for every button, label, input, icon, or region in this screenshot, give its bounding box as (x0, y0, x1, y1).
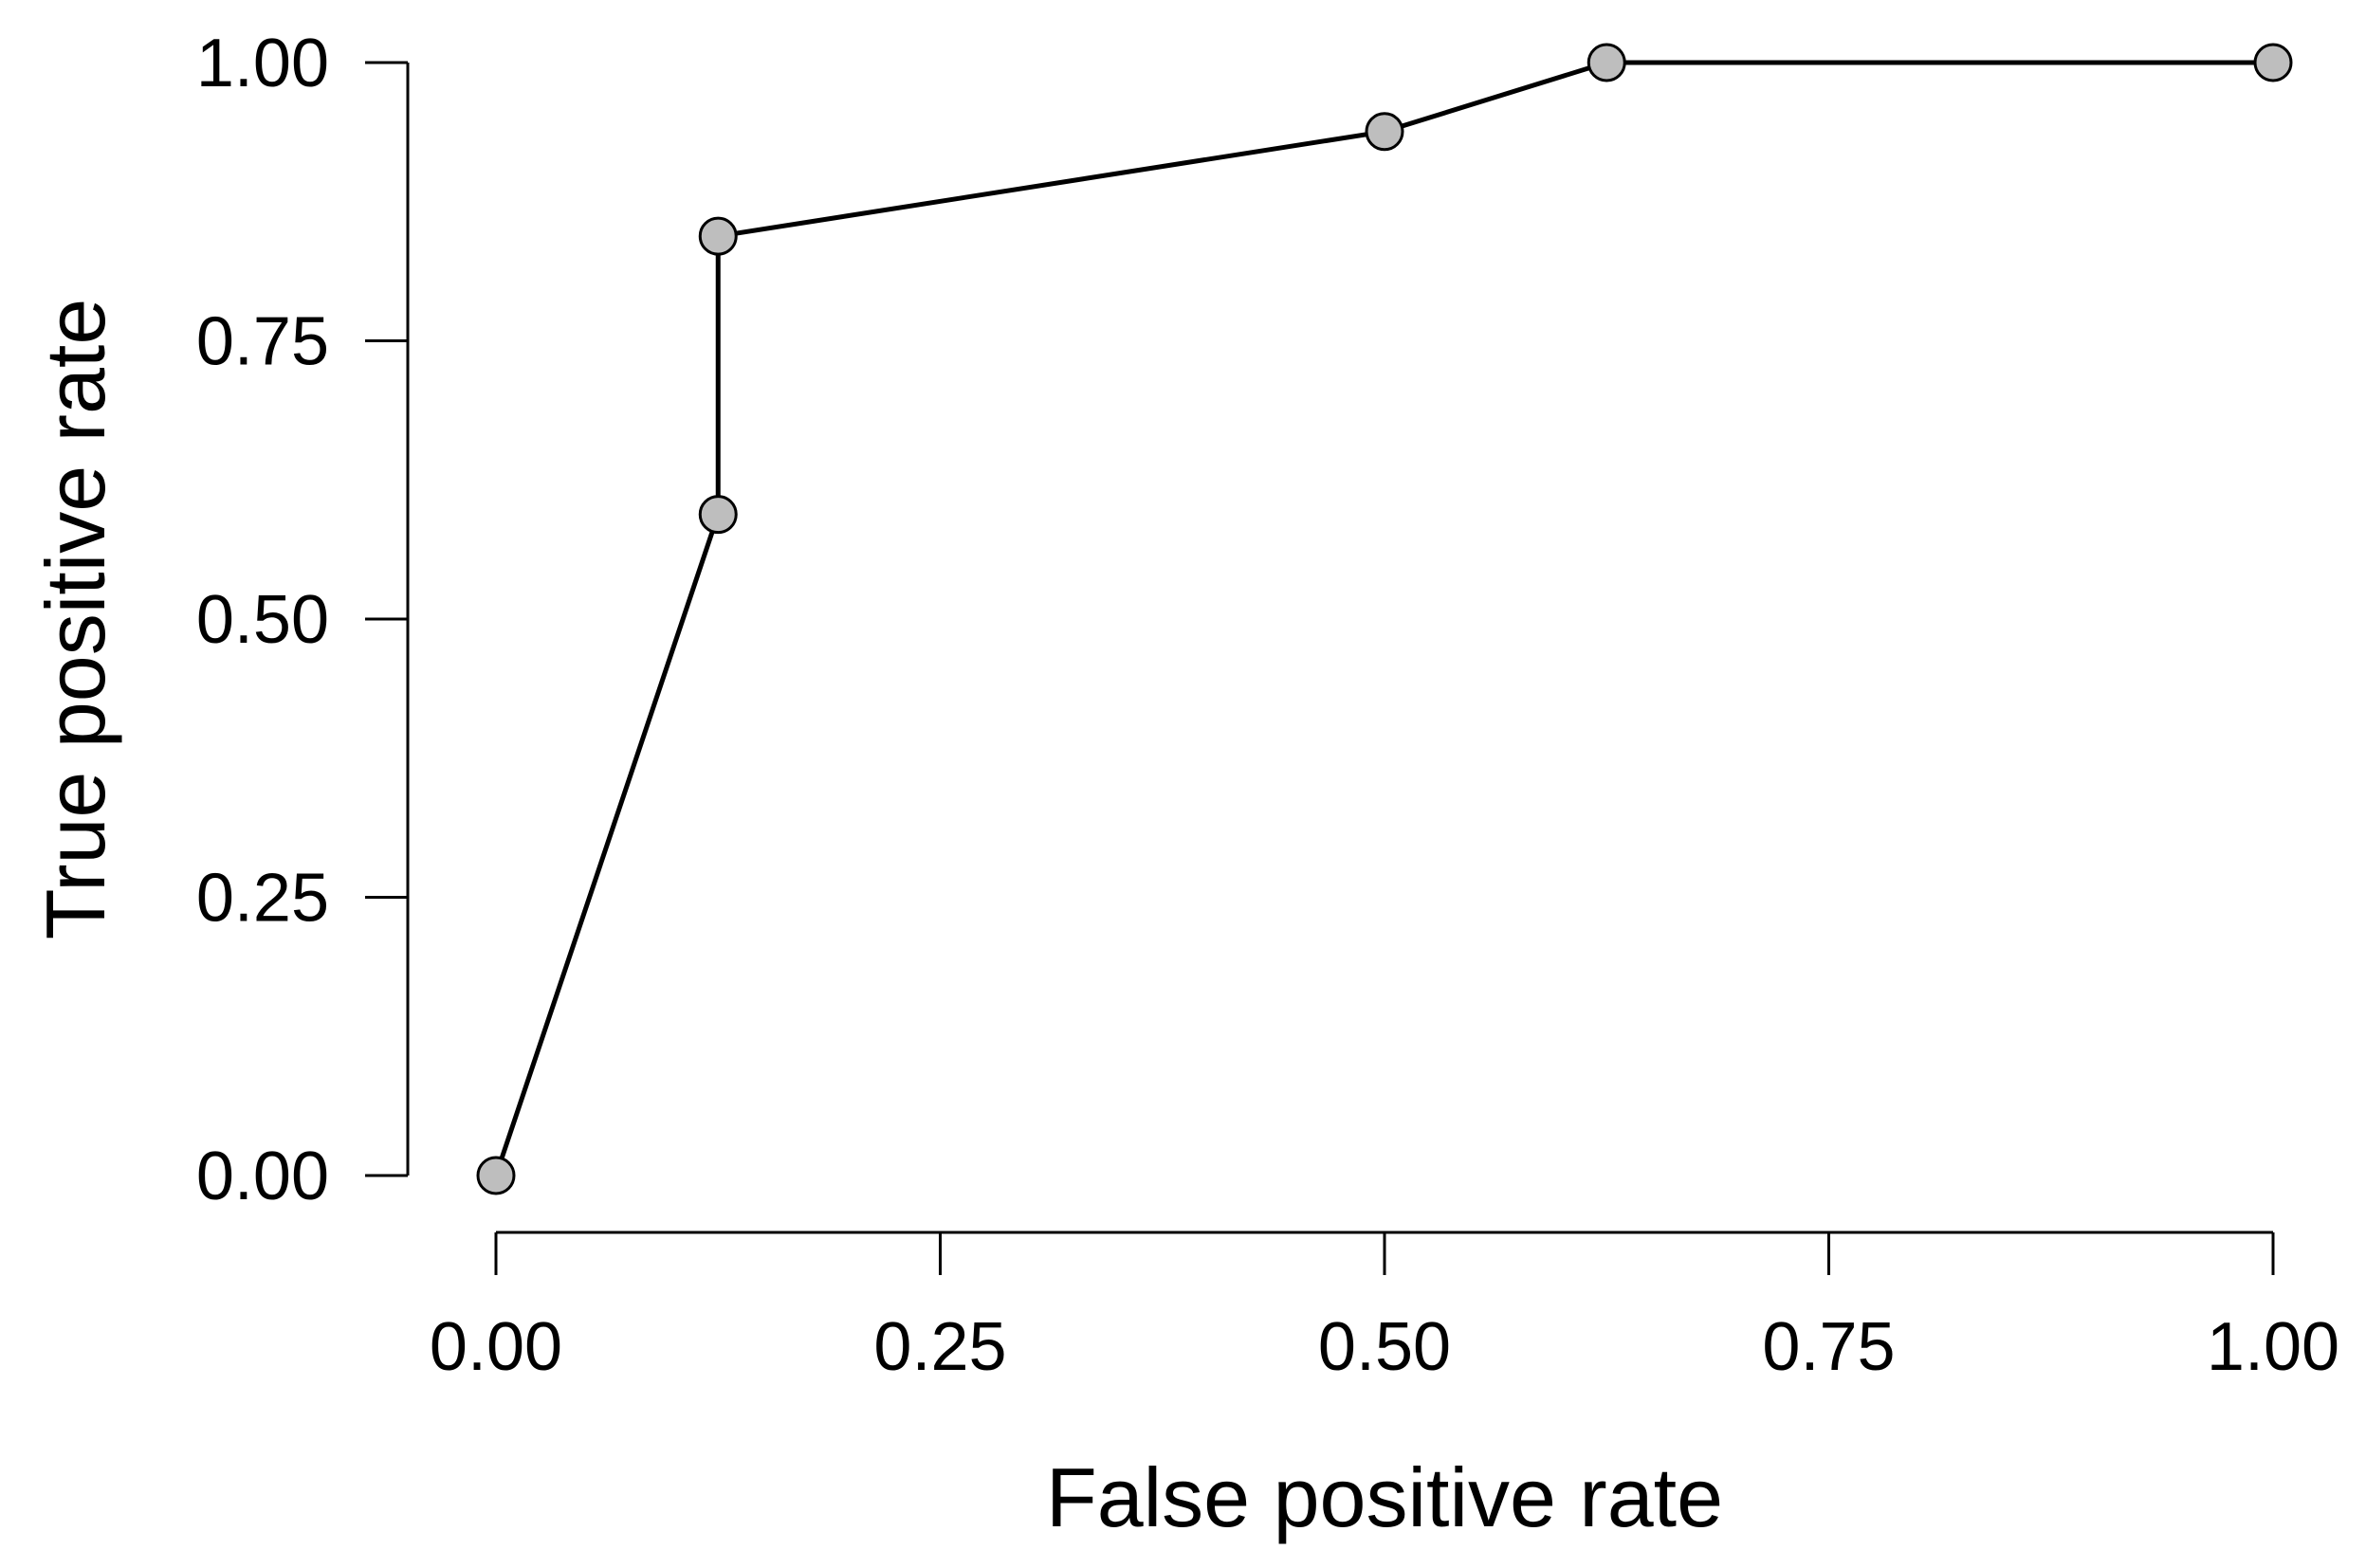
data-point (698, 216, 738, 256)
x-ticks: 0.00 0.25 0.50 0.75 1.00 (430, 1232, 2339, 1385)
x-tick-label: 0.50 (1318, 1309, 1451, 1385)
y-tick-label: 0.75 (196, 304, 329, 380)
y-ticks: 0.00 0.25 0.50 0.75 1.00 (196, 26, 408, 1214)
data-point (1365, 112, 1404, 152)
x-axis: 0.00 0.25 0.50 0.75 1.00 (430, 1231, 2339, 1385)
x-tick-label: 0.75 (1762, 1309, 1895, 1385)
series-group (476, 43, 2293, 1195)
data-point (476, 1156, 516, 1195)
y-axis-title: True positive rate (28, 299, 122, 940)
x-tick-label: 1.00 (2207, 1309, 2339, 1385)
y-tick-label: 1.00 (196, 26, 329, 101)
y-tick-label: 0.00 (196, 1139, 329, 1214)
y-tick-label: 0.25 (196, 861, 329, 937)
series-line (493, 60, 2273, 1176)
y-axis: 0.00 0.25 0.50 0.75 1.00 (196, 26, 410, 1214)
y-tick-label: 0.50 (196, 582, 329, 658)
x-tick-label: 0.00 (430, 1309, 562, 1385)
x-axis-title: False positive rate (1046, 1450, 1723, 1544)
x-tick-label: 0.25 (873, 1309, 1006, 1385)
data-point (698, 495, 738, 535)
data-point (2253, 43, 2293, 82)
data-point (1587, 43, 1626, 82)
